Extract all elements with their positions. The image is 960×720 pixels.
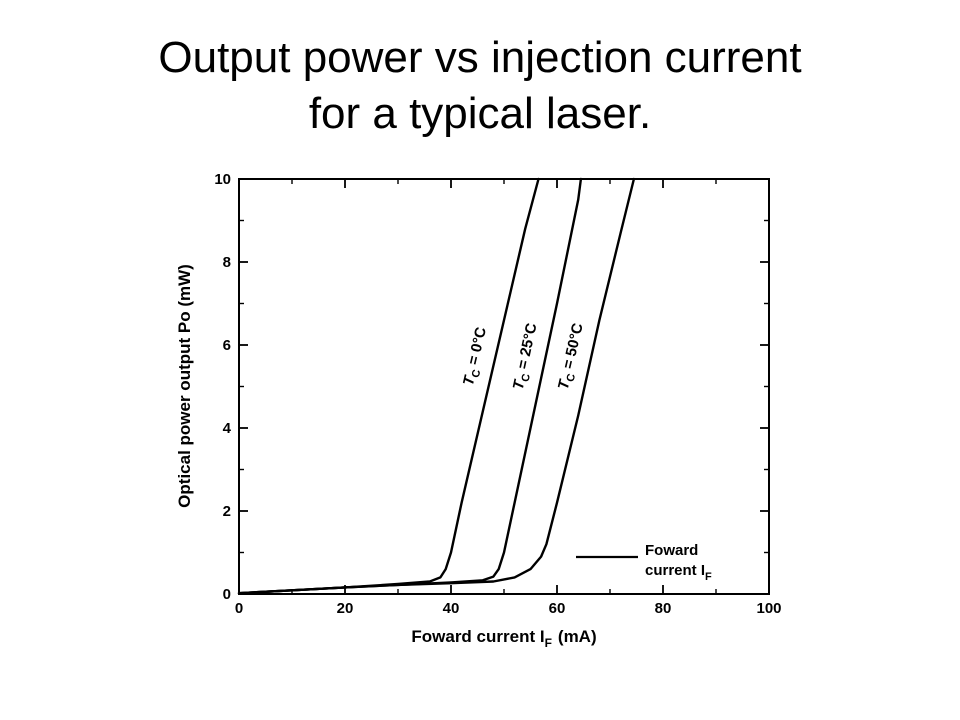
legend: Foward current IF — [576, 542, 712, 583]
y-tick-label-2: 4 — [223, 420, 232, 437]
series-label-rest-1: = 25°C — [513, 321, 540, 374]
series-label-0: TC = 0°C — [460, 325, 493, 388]
y-tick-label-4: 8 — [223, 254, 231, 271]
legend-text-line-2: current IF — [645, 562, 712, 583]
series-label-2: TC = 50°C — [555, 321, 590, 392]
x-tick-label-3: 60 — [549, 600, 566, 617]
x-tick-label-4: 80 — [655, 600, 672, 617]
y-tick-label-5: 10 — [214, 171, 231, 188]
slide-title: Output power vs injection current for a … — [0, 30, 960, 142]
y-tick-label-1: 2 — [223, 503, 231, 520]
x-tick-label-1: 20 — [337, 600, 354, 617]
x-tick-label-2: 40 — [443, 600, 460, 617]
legend-text-line-1: Foward — [645, 542, 698, 559]
series-line-0 — [237, 177, 540, 595]
series-label-1: TC = 25°C — [510, 321, 544, 392]
x-axis-label-subscript: F — [545, 636, 552, 650]
y-tick-label-3: 6 — [223, 337, 231, 354]
series-label-rest-2: = 50°C — [559, 321, 587, 374]
series-label-sub-0: C — [470, 368, 484, 379]
x-axis-label-unit: (mA) — [558, 627, 597, 646]
x-axis-label: Foward current IF (mA) — [411, 627, 596, 650]
series-label-sub-1: C — [520, 373, 533, 383]
series-line-2 — [237, 177, 636, 595]
x-tick-label-0: 0 — [235, 600, 243, 617]
tick-marks — [238, 178, 770, 595]
legend-text-line-2-main: current I — [645, 562, 705, 579]
plot-frame — [238, 178, 770, 595]
series-labels: TC = 0°C TC = 25°C TC = 50°C — [460, 321, 590, 392]
y-tick-label-0: 0 — [223, 586, 231, 603]
series-label-rest-0: = 0°C — [464, 325, 490, 370]
y-axis-label: Optical power output Po (mW) — [175, 264, 194, 508]
x-axis-label-text: Foward current I — [411, 627, 544, 646]
legend-text-line-2-subscript: F — [705, 571, 712, 583]
tick-labels: 0 20 40 60 80 100 0 2 4 6 8 10 — [214, 171, 781, 617]
series-lines — [237, 177, 636, 595]
series-label-sub-2: C — [565, 373, 579, 384]
title-line-2: for a typical laser. — [308, 89, 652, 138]
title-line-1: Output power vs injection current — [158, 33, 802, 82]
x-tick-label-5: 100 — [756, 600, 781, 617]
series-line-1 — [237, 177, 583, 595]
